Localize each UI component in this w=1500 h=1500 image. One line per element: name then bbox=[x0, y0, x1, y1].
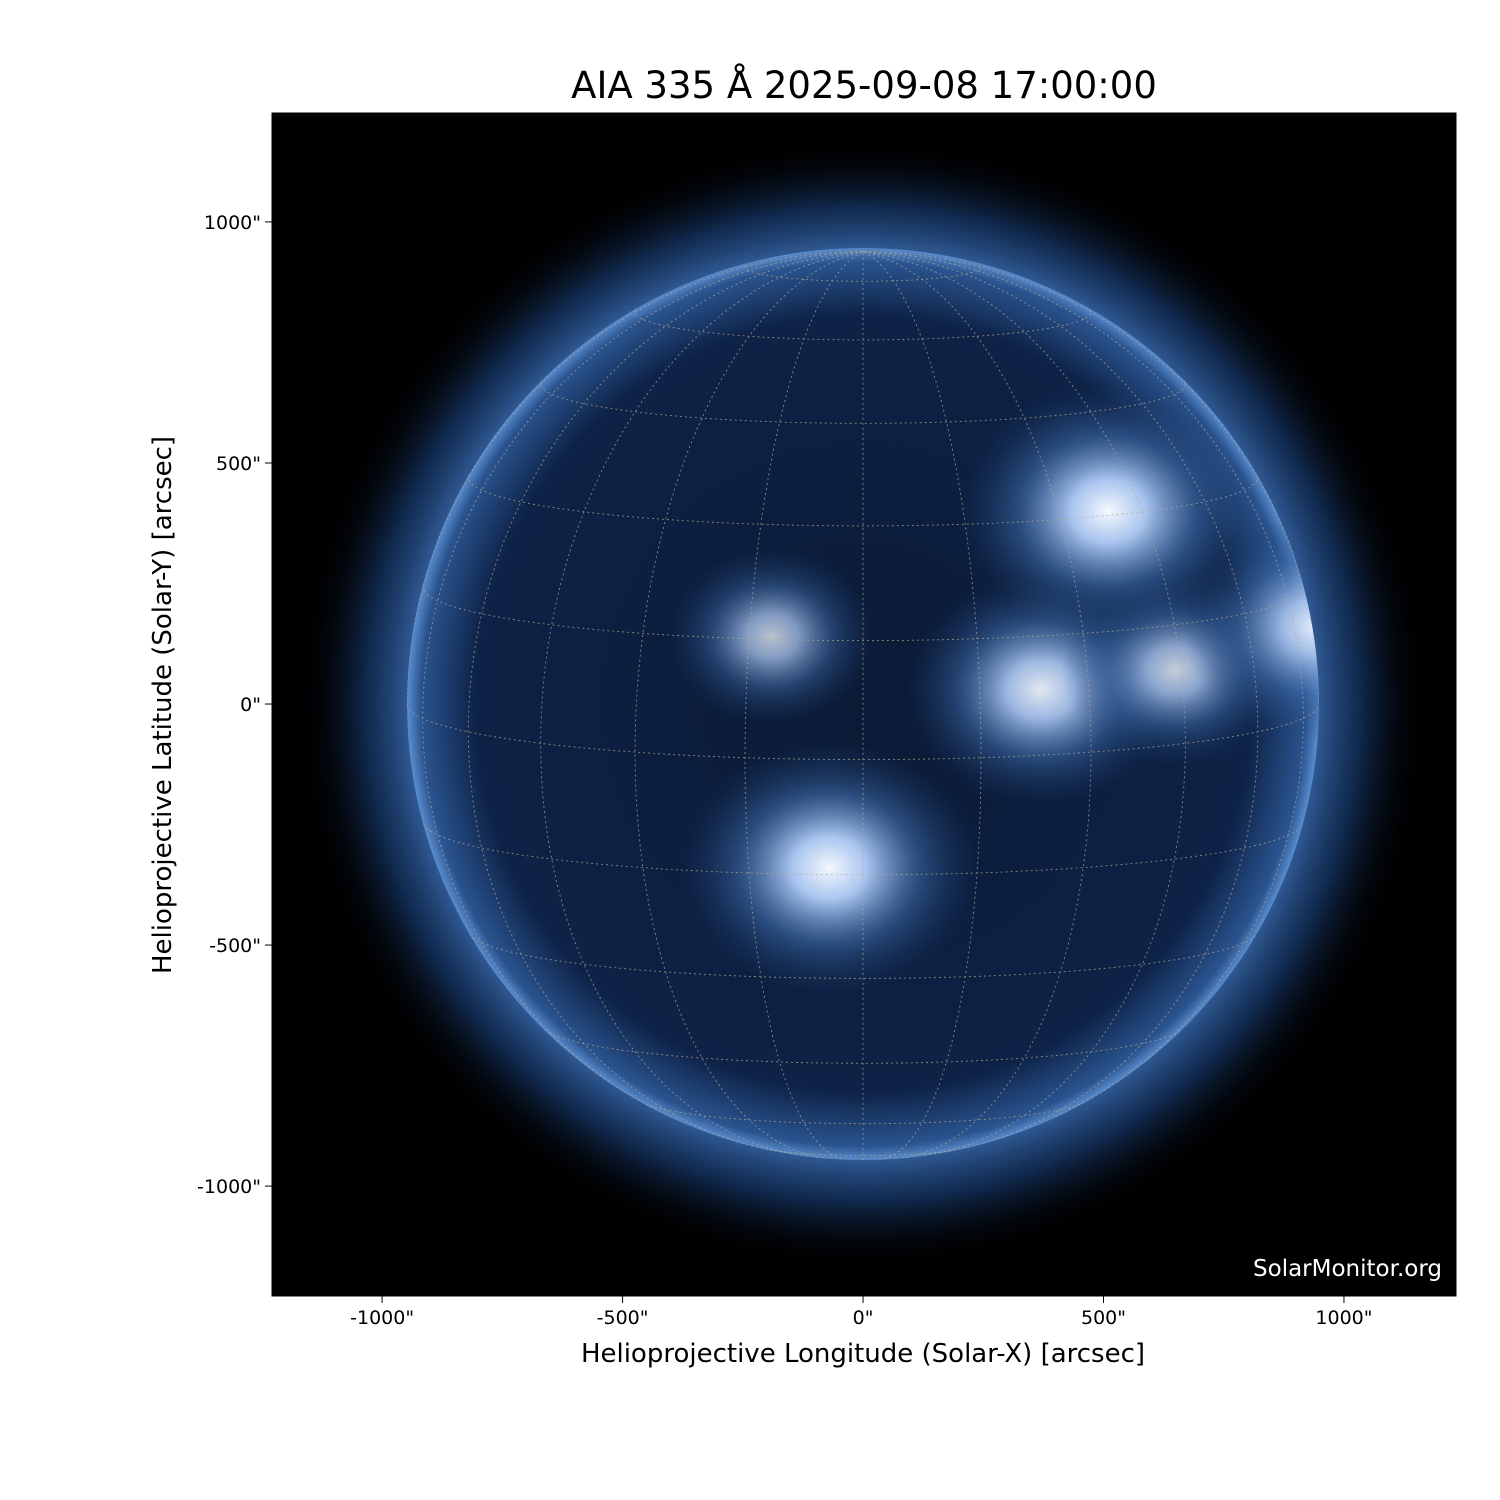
grid-meridian bbox=[422, 251, 864, 1118]
y-tick-label: 0" bbox=[240, 694, 261, 716]
grid-meridian bbox=[862, 251, 1319, 705]
grid-parallel bbox=[422, 586, 1304, 642]
grid-meridian bbox=[634, 251, 864, 1159]
watermark: SolarMonitor.org bbox=[1253, 1256, 1442, 1282]
grid-meridian bbox=[467, 251, 864, 1151]
grid-parallel bbox=[407, 704, 1319, 761]
x-tick-label: -1000" bbox=[350, 1307, 414, 1329]
grid-meridian bbox=[862, 251, 1259, 1151]
y-tick-label: 500" bbox=[216, 453, 261, 475]
grid-meridian bbox=[862, 251, 1304, 1118]
x-axis-label: Helioprojective Longitude (Solar-X) [arc… bbox=[581, 1339, 1145, 1369]
chart-title: AIA 335 Å 2025-09-08 17:00:00 bbox=[571, 64, 1157, 107]
active-region bbox=[666, 547, 877, 726]
x-tick-label: 1000" bbox=[1315, 1307, 1372, 1329]
x-tick-label: 500" bbox=[1081, 1307, 1126, 1329]
y-axis-label: Helioprojective Latitude (Solar-Y) [arcs… bbox=[148, 436, 178, 974]
grid-parallel bbox=[744, 265, 982, 282]
grid-parallel bbox=[640, 1101, 1086, 1125]
grid-parallel bbox=[544, 1029, 1182, 1064]
x-tick-label: -500" bbox=[597, 1307, 649, 1329]
grid-meridian bbox=[862, 251, 1092, 1159]
y-tick-label: -500" bbox=[209, 935, 261, 957]
grid-parallel bbox=[467, 475, 1259, 527]
x-tick-label: 0" bbox=[853, 1307, 874, 1329]
y-tick-label: 1000" bbox=[204, 212, 261, 234]
active-region bbox=[679, 740, 980, 996]
y-tick-label: -1000" bbox=[197, 1176, 261, 1198]
grid-parallel bbox=[634, 309, 1092, 341]
grid-parallel bbox=[469, 934, 1257, 979]
grid-meridian bbox=[407, 251, 864, 705]
grid-parallel bbox=[759, 1147, 967, 1156]
